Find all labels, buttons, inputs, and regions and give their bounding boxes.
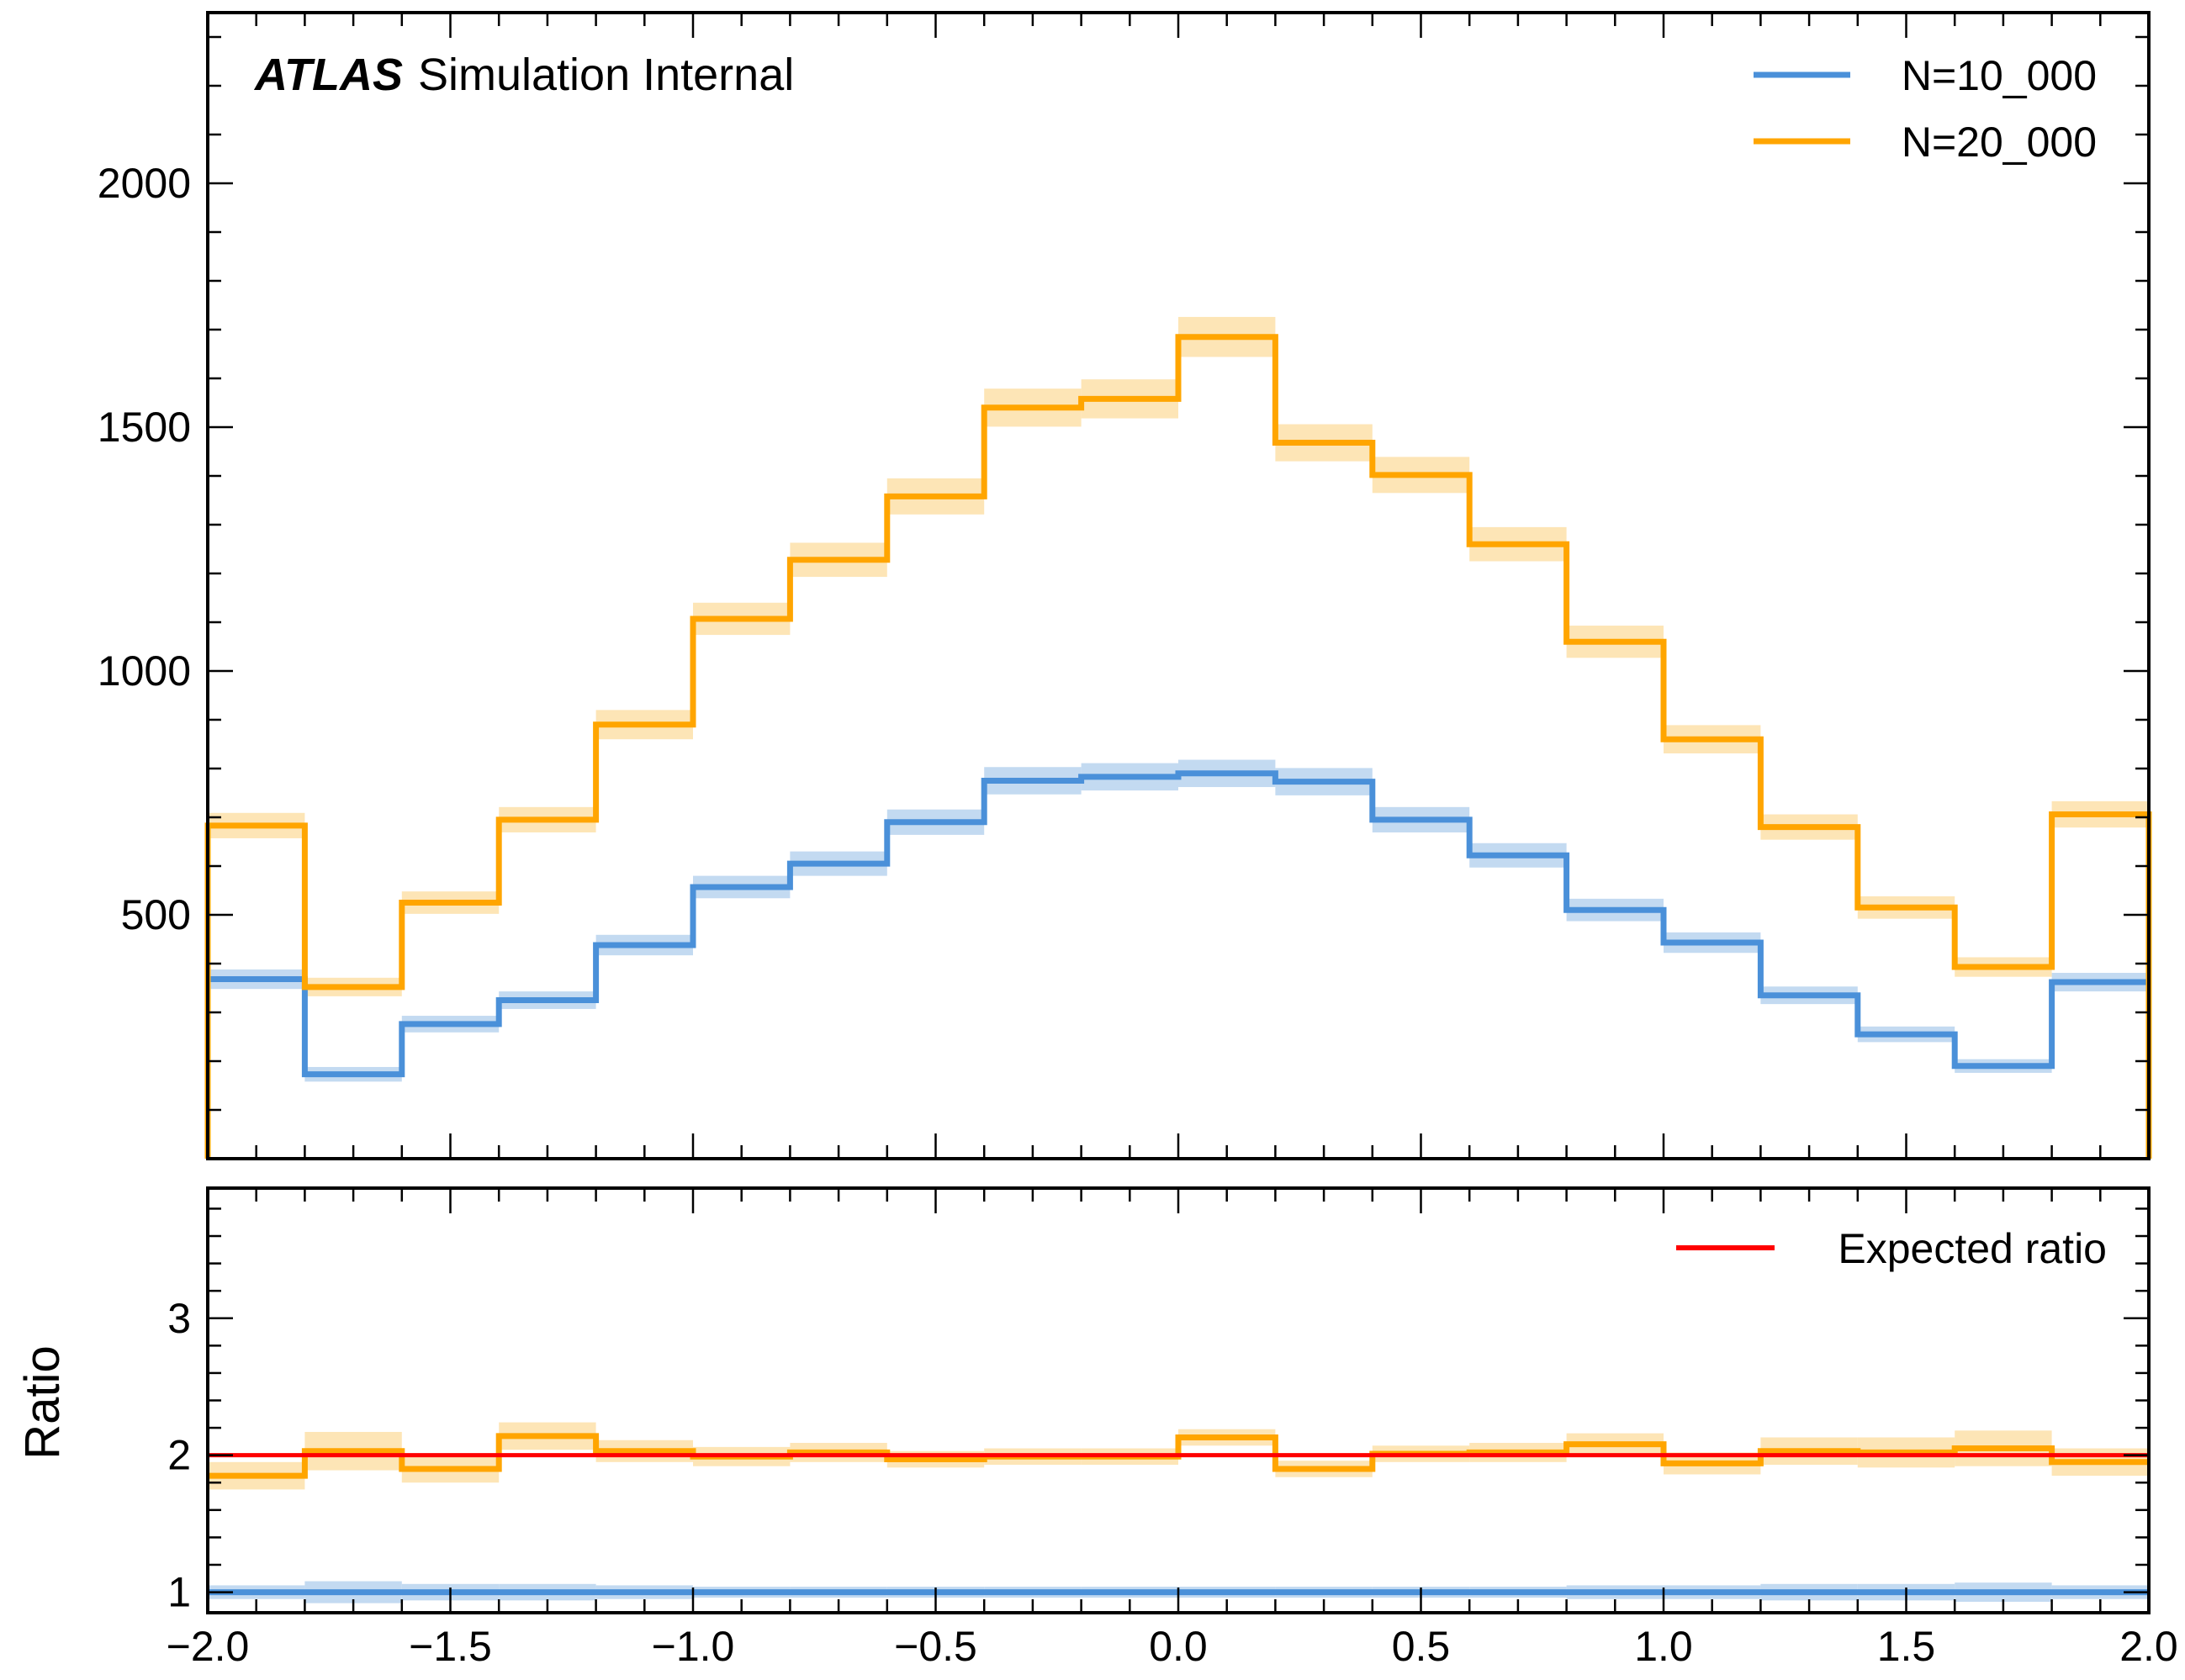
x-tick-label: −1.0 [652, 1623, 735, 1670]
x-tick-label: −0.5 [894, 1623, 977, 1670]
legend-label-1: N=20_000 [1902, 119, 2097, 166]
legend-label-0: N=10_000 [1902, 52, 2097, 99]
y-tick-label: 1500 [98, 404, 191, 451]
x-tick-label: −1.5 [409, 1623, 492, 1670]
ratio-panel: 1 2 3 −2.0 −1.5 −1.0 −0.5 0.0 0.5 1.0 1.5 2.0 Ratio E… [15, 1186, 2178, 1670]
legend-label-expected: Expected ratio [1838, 1225, 2107, 1272]
y-tick-label: 1000 [98, 647, 191, 695]
y-tick-label: 1 [167, 1569, 191, 1616]
x-tick-label: 0.0 [1149, 1623, 1208, 1670]
x-tick-label: 0.5 [1392, 1623, 1451, 1670]
x-tick-label: −2.0 [167, 1623, 250, 1670]
main-frame [206, 11, 2151, 1160]
y-tick-label: 3 [167, 1295, 191, 1342]
y-tick-label: 500 [121, 891, 191, 938]
atlas-label-status: Simulation Internal [418, 50, 794, 100]
y-tick-label: 2000 [98, 160, 191, 207]
ratio-series-line-0 [208, 1433, 2149, 1479]
main-panel: 500 1000 1500 2000 ATLAS Simulation Internal N… [98, 11, 2152, 1160]
y-tick-label: 2 [167, 1432, 191, 1479]
atlas-label: ATLAS Simulation Internal [253, 50, 794, 100]
x-tick-label: 1.0 [1634, 1623, 1693, 1670]
ratio-y-axis-label: Ratio [15, 1345, 70, 1459]
atlas-label-experiment: ATLAS [253, 50, 403, 100]
x-tick-label: 1.5 [1877, 1623, 1936, 1670]
main-series-line-1 [204, 334, 2152, 1159]
x-tick-label: 2.0 [2119, 1623, 2178, 1670]
main-series-line-0 [204, 770, 2152, 1159]
